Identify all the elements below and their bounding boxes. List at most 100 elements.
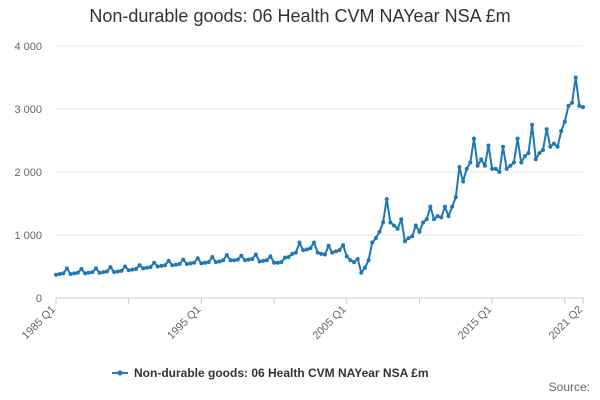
data-point[interactable]: [155, 264, 160, 269]
data-point[interactable]: [101, 270, 106, 275]
data-point[interactable]: [413, 223, 418, 228]
data-point[interactable]: [402, 239, 407, 244]
data-point[interactable]: [90, 270, 95, 275]
data-point[interactable]: [522, 154, 527, 159]
data-point[interactable]: [319, 251, 324, 256]
data-point[interactable]: [581, 105, 585, 110]
data-point[interactable]: [206, 260, 211, 265]
data-point[interactable]: [341, 243, 346, 248]
data-point[interactable]: [282, 255, 287, 260]
data-point[interactable]: [61, 271, 66, 276]
data-point[interactable]: [519, 160, 524, 165]
data-point[interactable]: [97, 270, 102, 275]
data-point[interactable]: [286, 255, 291, 260]
data-point[interactable]: [123, 264, 128, 269]
data-point[interactable]: [348, 258, 353, 263]
data-point[interactable]: [322, 252, 327, 257]
data-point[interactable]: [566, 103, 571, 108]
data-point[interactable]: [344, 254, 349, 259]
data-point[interactable]: [479, 157, 484, 162]
data-point[interactable]: [137, 263, 142, 268]
data-point[interactable]: [173, 262, 178, 267]
data-point[interactable]: [184, 261, 189, 266]
data-point[interactable]: [228, 258, 233, 263]
data-point[interactable]: [152, 260, 157, 265]
data-point[interactable]: [508, 163, 513, 168]
data-point[interactable]: [388, 220, 393, 225]
data-point[interactable]: [57, 272, 62, 277]
data-point[interactable]: [242, 258, 247, 263]
data-point[interactable]: [406, 236, 411, 241]
data-point[interactable]: [72, 271, 77, 276]
data-point[interactable]: [54, 272, 58, 277]
data-point[interactable]: [333, 249, 338, 254]
data-point[interactable]: [446, 214, 451, 219]
data-point[interactable]: [530, 122, 535, 127]
data-point[interactable]: [104, 269, 109, 274]
data-point[interactable]: [359, 270, 364, 275]
data-point[interactable]: [330, 250, 335, 255]
data-point[interactable]: [144, 265, 149, 270]
data-point[interactable]: [352, 260, 357, 265]
data-point[interactable]: [79, 267, 84, 272]
data-point[interactable]: [126, 268, 131, 273]
data-point[interactable]: [312, 240, 317, 245]
data-point[interactable]: [217, 259, 222, 264]
data-point[interactable]: [188, 261, 193, 266]
data-point[interactable]: [555, 144, 560, 149]
data-point[interactable]: [159, 263, 164, 268]
data-point[interactable]: [421, 220, 426, 225]
data-point[interactable]: [464, 166, 469, 171]
data-point[interactable]: [541, 147, 546, 152]
data-point[interactable]: [261, 258, 266, 263]
legend[interactable]: Non-durable goods: 06 Health CVM NAYear …: [112, 366, 429, 380]
data-point[interactable]: [195, 256, 200, 261]
data-point[interactable]: [504, 166, 509, 171]
data-point[interactable]: [239, 253, 244, 258]
data-point[interactable]: [326, 243, 331, 248]
data-point[interactable]: [471, 136, 476, 141]
data-point[interactable]: [551, 141, 556, 146]
data-point[interactable]: [450, 204, 455, 209]
data-point[interactable]: [544, 127, 549, 132]
data-point[interactable]: [461, 179, 466, 184]
data-point[interactable]: [355, 256, 360, 261]
data-point[interactable]: [392, 223, 397, 228]
data-point[interactable]: [75, 270, 80, 275]
data-point[interactable]: [501, 144, 506, 149]
data-point[interactable]: [272, 260, 277, 265]
data-point[interactable]: [213, 260, 218, 265]
data-point[interactable]: [199, 261, 204, 266]
data-point[interactable]: [130, 267, 135, 272]
data-point[interactable]: [64, 266, 69, 271]
data-point[interactable]: [526, 151, 531, 156]
data-point[interactable]: [570, 100, 575, 105]
data-point[interactable]: [537, 151, 542, 156]
data-point[interactable]: [301, 248, 306, 253]
data-point[interactable]: [315, 250, 320, 255]
data-point[interactable]: [235, 257, 240, 262]
data-point[interactable]: [246, 257, 251, 262]
data-point[interactable]: [304, 247, 309, 252]
data-point[interactable]: [253, 252, 258, 257]
data-point[interactable]: [133, 267, 138, 272]
data-point[interactable]: [548, 144, 553, 149]
data-point[interactable]: [559, 129, 564, 134]
data-point[interactable]: [497, 170, 502, 174]
data-point[interactable]: [435, 214, 440, 219]
data-point[interactable]: [268, 254, 273, 259]
data-point[interactable]: [468, 160, 473, 165]
data-point[interactable]: [166, 258, 171, 263]
data-point[interactable]: [384, 197, 389, 202]
data-point[interactable]: [399, 217, 404, 222]
data-point[interactable]: [475, 163, 480, 168]
data-point[interactable]: [224, 253, 229, 258]
data-point[interactable]: [115, 269, 120, 274]
data-point[interactable]: [428, 204, 433, 209]
data-point[interactable]: [177, 261, 182, 266]
data-point[interactable]: [264, 258, 269, 263]
data-point[interactable]: [395, 226, 400, 231]
data-point[interactable]: [210, 255, 215, 260]
data-point[interactable]: [417, 229, 422, 234]
data-point[interactable]: [337, 248, 342, 253]
